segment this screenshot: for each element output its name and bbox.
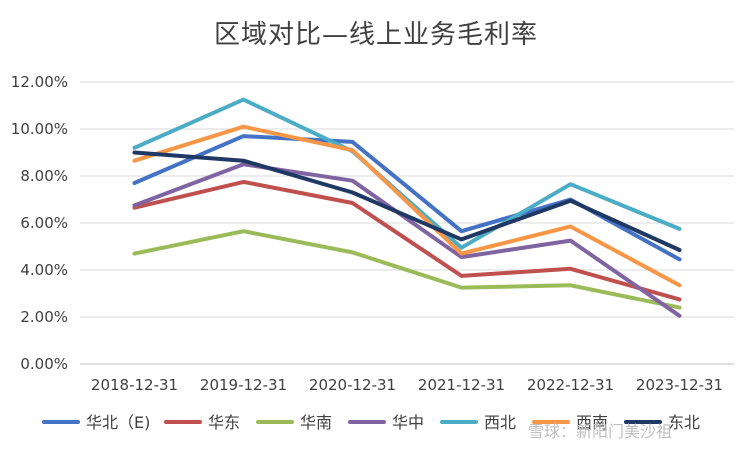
legend-label: 华北（E) [86, 413, 150, 432]
y-tick-label: 6.00% [20, 214, 68, 232]
grid-lines [80, 81, 734, 365]
legend-label: 华东 [208, 413, 240, 432]
x-tick-label: 2020-12-31 [309, 376, 396, 394]
legend-label: 西北 [484, 413, 516, 432]
x-tick-label: 2019-12-31 [200, 376, 287, 394]
series-line-6 [132, 150, 682, 252]
y-tick-label: 0.00% [20, 355, 68, 373]
y-tick-label: 12.00% [11, 73, 68, 91]
series-line-2 [132, 229, 682, 310]
legend-label: 西南 [576, 413, 608, 432]
series-lines [132, 97, 682, 318]
legend: 华北（E) 华东 华南 华中 西北 西南 东北 [42, 413, 700, 432]
chart-title: 区域对比—线上业务毛利率 [213, 20, 538, 50]
y-tick-label: 2.00% [20, 308, 68, 326]
series-line-1 [132, 179, 682, 302]
y-tick-label: 10.00% [11, 120, 68, 138]
axes: 0.00% 2.00% 4.00% 6.00% 8.00% 10.00% 12.00% 201… [11, 73, 723, 394]
legend-label: 华中 [392, 413, 424, 432]
x-tick-label: 2021-12-31 [418, 376, 505, 394]
series-line-3 [132, 162, 682, 318]
x-tick-label: 2018-12-31 [91, 376, 178, 394]
watermark: 雪球：新阳门美沙祖 [528, 422, 672, 441]
x-tick-label: 2022-12-31 [527, 376, 614, 394]
x-tick-label: 2023-12-31 [636, 376, 723, 394]
y-tick-label: 8.00% [20, 167, 68, 185]
legend-label: 华南 [300, 413, 332, 432]
y-tick-label: 4.00% [20, 261, 68, 279]
series-line-5 [132, 124, 682, 288]
legend-label: 东北 [668, 413, 700, 432]
